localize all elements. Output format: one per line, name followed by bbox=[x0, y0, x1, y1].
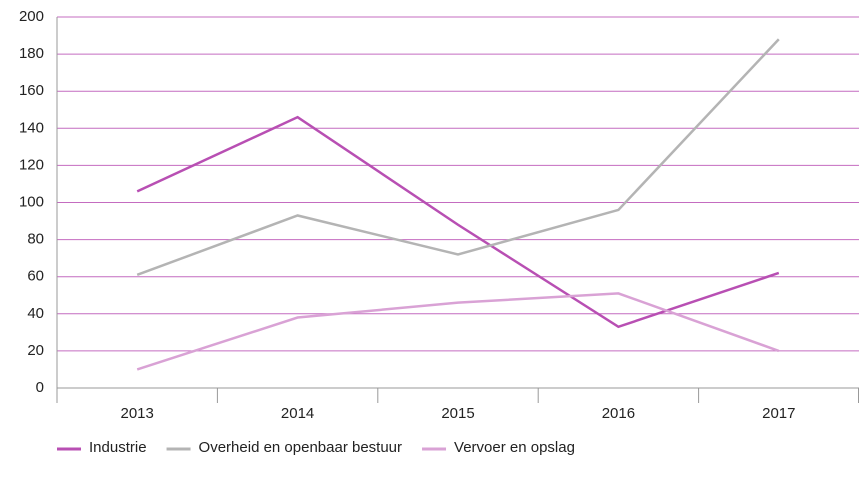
y-tick-label: 60 bbox=[27, 268, 44, 285]
y-tick-label: 180 bbox=[19, 45, 44, 62]
y-tick-label: 80 bbox=[27, 231, 44, 248]
legend-label: Vervoer en opslag bbox=[454, 439, 575, 456]
series-line bbox=[136, 115, 780, 329]
series-line bbox=[136, 292, 780, 371]
x-tick-label: 2017 bbox=[762, 405, 795, 422]
legend-label: Industrie bbox=[89, 439, 147, 456]
x-tick-label: 2014 bbox=[281, 405, 314, 422]
x-tick-label: 2015 bbox=[441, 405, 474, 422]
y-tick-label: 160 bbox=[19, 82, 44, 99]
y-tick-label: 40 bbox=[27, 305, 44, 322]
y-tick-label: 120 bbox=[19, 156, 44, 173]
x-tick-label: 2013 bbox=[121, 405, 154, 422]
y-tick-label: 100 bbox=[19, 193, 44, 210]
y-tick-label: 140 bbox=[19, 119, 44, 136]
legend-label: Overheid en openbaar bestuur bbox=[199, 439, 402, 456]
y-tick-label: 0 bbox=[36, 379, 44, 396]
x-tick-label: 2016 bbox=[602, 405, 635, 422]
y-tick-label: 200 bbox=[19, 8, 44, 25]
y-tick-label: 20 bbox=[27, 342, 44, 359]
series-line bbox=[136, 38, 780, 277]
